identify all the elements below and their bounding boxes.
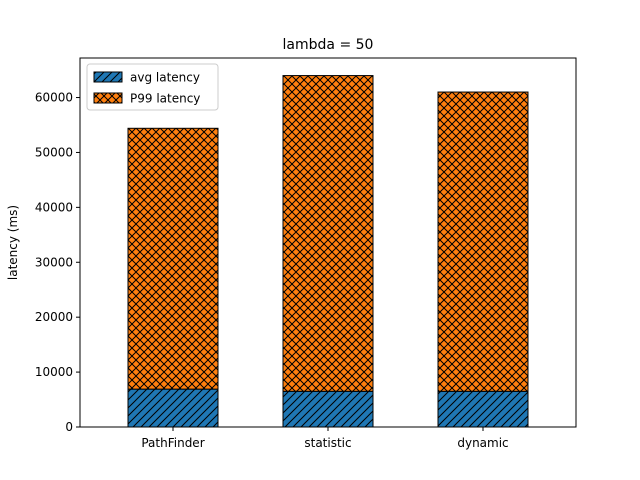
legend-label: avg latency (130, 71, 200, 85)
y-axis-ticks: 0 10000 20000 30000 40000 50000 60000 (35, 91, 80, 434)
legend-item: avg latency (93, 71, 200, 85)
bar-hatch (282, 75, 374, 392)
y-tick-label: 60000 (35, 91, 73, 105)
legend-item: P99 latency (93, 92, 200, 106)
chart-title: lambda = 50 (283, 37, 374, 53)
bar-dynamic-p99-latency (437, 91, 529, 392)
bar-hatch (127, 388, 219, 428)
x-axis-ticks: PathFinder statistic dynamic (141, 427, 509, 450)
y-tick-label: 40000 (35, 200, 73, 214)
bar-hatch (282, 390, 374, 428)
y-tick-label: 10000 (35, 365, 73, 379)
bar-statistic-avg-latency (282, 390, 374, 428)
y-tick-label: 50000 (35, 145, 73, 159)
bar-hatch (127, 127, 219, 390)
y-axis-label: latency (ms) (6, 205, 20, 280)
bar-pathfinder-p99-latency (127, 127, 219, 390)
legend-label: P99 latency (130, 92, 200, 106)
bar-pathfinder-avg-latency (127, 388, 219, 428)
legend-swatch (93, 92, 123, 104)
bar-dynamic-avg-latency (437, 390, 529, 428)
bar-hatch (437, 91, 529, 392)
y-tick-label: 0 (65, 420, 73, 434)
x-tick-label: dynamic (457, 436, 508, 450)
legend: avg latency P99 latency (86, 63, 219, 111)
bars-group (127, 75, 529, 428)
x-tick-label: PathFinder (141, 436, 204, 450)
y-tick-label: 30000 (35, 255, 73, 269)
y-tick-label: 20000 (35, 310, 73, 324)
bar-hatch (437, 390, 529, 428)
bar-statistic-p99-latency (282, 75, 374, 392)
x-tick-label: statistic (304, 436, 351, 450)
legend-swatch (93, 71, 123, 83)
